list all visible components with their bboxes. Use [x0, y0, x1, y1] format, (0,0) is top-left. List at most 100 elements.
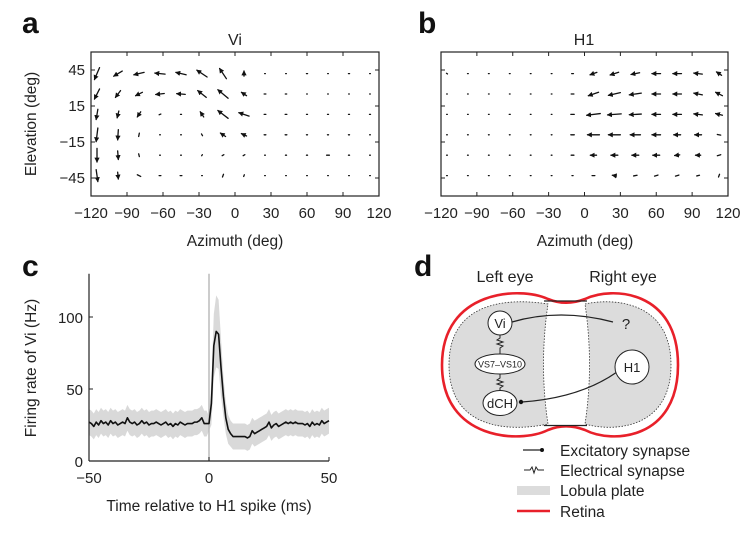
- panel-b-title: H1: [574, 32, 595, 49]
- x-tick-label: −90: [114, 205, 139, 222]
- x-tick-label: −30: [536, 205, 561, 222]
- x-tick-label: −30: [186, 205, 211, 222]
- x-tick-label: 0: [580, 205, 588, 222]
- x-tick-label: 50: [321, 470, 338, 487]
- quiver-arrow: [218, 67, 228, 80]
- y-tick-label: 100: [58, 310, 83, 327]
- panel-label-d: d: [414, 250, 432, 283]
- vi-to-unknown-connection: [511, 314, 614, 323]
- x-tick-label: 0: [205, 470, 213, 487]
- legend-lobula-icon: [517, 486, 550, 495]
- quiver-arrow: [445, 72, 449, 75]
- quiver-arrow: [199, 111, 205, 118]
- quiver-arrow: [175, 91, 186, 97]
- quiver-arrow: [138, 132, 140, 138]
- quiver-arrow: [221, 173, 225, 178]
- legend-electrical-label: Electrical synapse: [560, 463, 685, 480]
- node-vi: Vi: [487, 310, 513, 336]
- x-tick-label: −120: [74, 205, 108, 222]
- quiver-arrow: [630, 71, 641, 77]
- x-tick-label: 120: [366, 205, 391, 222]
- node-unknown-label: ?: [622, 316, 630, 333]
- quiver-arrow: [692, 111, 704, 117]
- legend-retina-label: Retina: [560, 504, 605, 521]
- x-tick-label: 0: [231, 205, 239, 222]
- quiver-arrow: [587, 91, 600, 97]
- node-vi-label: Vi: [494, 316, 505, 331]
- quiver-arrow: [632, 174, 638, 177]
- quiver-arrow: [138, 153, 140, 158]
- quiver-arrow: [589, 70, 598, 76]
- x-tick-label: −60: [150, 205, 175, 222]
- quiver-arrow: [714, 91, 724, 97]
- left-eye-label: Left eye: [477, 269, 534, 286]
- node-h1: H1: [614, 349, 650, 385]
- quiver-arrow: [115, 129, 121, 141]
- quiver-arrow: [219, 132, 227, 138]
- excitatory-synapse-dot: [518, 399, 524, 405]
- quiver-arrow: [93, 88, 101, 100]
- panel-label-a: a: [22, 7, 39, 40]
- x-tick-label: 90: [335, 205, 352, 222]
- panel-b-axes-box: [440, 51, 729, 197]
- y-tick-label: 45: [68, 62, 85, 79]
- quiver-arrow: [93, 67, 101, 81]
- quiver-arrow: [609, 71, 620, 77]
- node-h1-label: H1: [624, 360, 641, 375]
- panel-a-quiver-vi: Vi Azimuth (deg) Elevation (deg) −120 −90…: [23, 32, 392, 250]
- node-vs7-vs10: VS7–VS10: [474, 353, 526, 375]
- quiver-arrow: [240, 132, 248, 138]
- x-tick-label: 90: [684, 205, 701, 222]
- quiver-arrow: [585, 112, 601, 118]
- y-tick-label: −45: [60, 170, 85, 187]
- quiver-arrow: [115, 171, 121, 180]
- x-tick-label: 30: [263, 205, 280, 222]
- quiver-arrow: [716, 133, 722, 136]
- quiver-arrow: [674, 174, 680, 177]
- quiver-arrow: [243, 174, 245, 178]
- quiver-arrow: [715, 71, 723, 77]
- panel-b-quiver-h1: H1 Azimuth (deg) −120 −90 −60 −30 0 30 60 90 120: [424, 32, 740, 250]
- legend-lobula-label: Lobula plate: [560, 483, 644, 500]
- electrical-synapse-vs-dch: [495, 374, 505, 391]
- quiver-arrow: [197, 89, 207, 99]
- panel-c-ylabel: Firing rate of Vi (Hz): [23, 299, 40, 437]
- x-tick-label: −60: [500, 205, 525, 222]
- quiver-arrow: [154, 91, 165, 97]
- quiver-arrow: [611, 173, 618, 179]
- quiver-arrow: [201, 154, 203, 157]
- node-dch-label: dCH: [487, 396, 513, 411]
- quiver-arrow: [716, 154, 722, 157]
- quiver-arrow: [606, 111, 622, 118]
- quiver-arrow: [136, 174, 142, 178]
- quiver-arrow: [238, 111, 250, 117]
- x-tick-label: 60: [648, 205, 665, 222]
- quiver-arrow: [217, 109, 229, 119]
- quiver-arrow: [113, 70, 123, 77]
- quiver-arrow: [94, 108, 100, 121]
- quiver-arrow: [200, 133, 204, 137]
- electrical-synapse-vi-vs: [495, 335, 505, 354]
- quiver-arrow: [696, 174, 701, 177]
- panel-c-line-chart: Time relative to H1 spike (ms) Firing ra…: [23, 273, 338, 515]
- quiver-arrow: [115, 110, 121, 119]
- quiver-arrow: [175, 70, 187, 76]
- quiver-arrow: [628, 111, 642, 118]
- x-tick-label: −90: [464, 205, 489, 222]
- legend-electrical-icon: [524, 465, 544, 475]
- panel-a-ylabel: Elevation (deg): [23, 72, 40, 176]
- legend: Excitatory synapse Electrical synapse Lo…: [517, 443, 690, 521]
- quiver-arrow: [154, 70, 166, 77]
- panel-label-c: c: [22, 250, 39, 283]
- quiver-arrow: [653, 174, 659, 177]
- y-tick-label: 15: [68, 98, 85, 115]
- quiver-arrow: [94, 168, 100, 183]
- quiver-arrow: [240, 91, 248, 97]
- quiver-arrow: [717, 173, 721, 178]
- quiver-arrow: [221, 154, 225, 157]
- x-tick-label: 60: [299, 205, 316, 222]
- panel-b-xlabel: Azimuth (deg): [537, 233, 633, 250]
- panel-d-diagram: Left eye Right eye Vi VS7–VS10 dCH H1 ?: [440, 269, 690, 521]
- firing-rate-line: [88, 330, 330, 439]
